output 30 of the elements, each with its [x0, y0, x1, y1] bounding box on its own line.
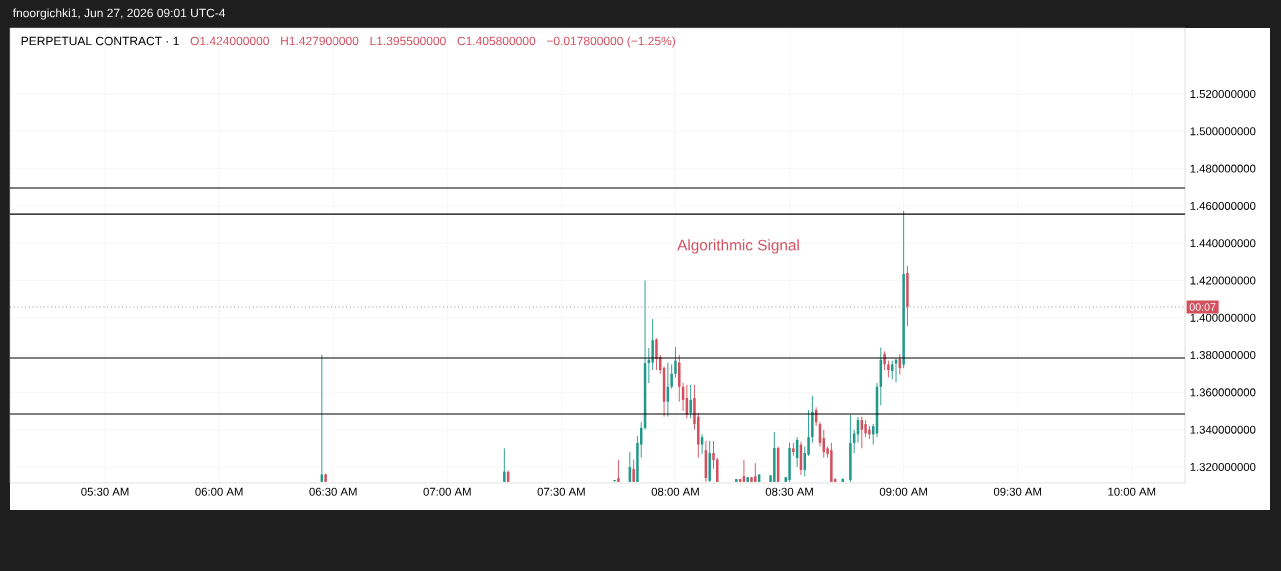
- x-tick-label: 09:30 AM: [993, 487, 1042, 496]
- annotation: −0.017800000 (−1.25%): [546, 36, 676, 48]
- y-tick-label: 1.520000000: [1190, 90, 1256, 99]
- x-tick-label: 09:00 AM: [879, 487, 927, 496]
- y-tick-label: 1.420000000: [1190, 276, 1256, 285]
- text: fnoorgichki1, Jun 27, 2026 09:01 UTC-4: [12, 8, 226, 20]
- x-tick-label: 06:30 AM: [309, 487, 357, 496]
- y-tick-label: 1.320000000: [1190, 462, 1256, 471]
- x-tick-label: 07:00 AM: [423, 487, 471, 496]
- text: PERPETUAL CONTRACT · 1: [21, 36, 179, 46]
- y-tick-label: 1.440000000: [1190, 239, 1256, 248]
- y-tick-label: 1.340000000: [1190, 425, 1256, 434]
- annotation: L1.395500000: [370, 36, 446, 46]
- x-tick-label: 08:30 AM: [765, 487, 813, 496]
- y-tick-label: 1.380000000: [1190, 351, 1256, 360]
- y-tick-label: 1.400000000: [1190, 313, 1256, 322]
- y-tick-label: 1.480000000: [1190, 164, 1256, 173]
- y-tick-label: 1.360000000: [1190, 388, 1256, 397]
- annotation: O1.424000000: [190, 36, 269, 46]
- y-tick-label: 1.460000000: [1190, 201, 1256, 210]
- x-tick-label: 08:00 AM: [651, 487, 699, 496]
- x-tick-label: 10:00 AM: [1108, 487, 1156, 496]
- y-tick-label: 1.500000000: [1190, 127, 1256, 136]
- x-tick-label: 07:30 AM: [537, 487, 585, 496]
- x-tick-label: 05:30 AM: [81, 487, 129, 496]
- annotation: H1.427900000: [281, 36, 359, 46]
- annotation: C1.405800000: [457, 36, 536, 46]
- x-tick-label: 06:00 AM: [195, 487, 243, 496]
- annotation: Algorithmic Signal: [677, 239, 799, 254]
- text: 00:07: [1189, 303, 1216, 311]
